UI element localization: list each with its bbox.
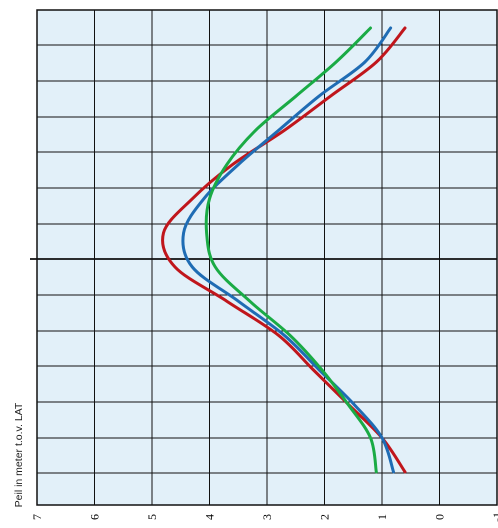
value-axis-ticks: 7 6 5 4 3 2 1 0 -1 [30, 512, 498, 522]
tick-label: 6 [88, 514, 102, 520]
tick-label: -1 [490, 512, 498, 522]
tick-label: 5 [145, 514, 159, 520]
series-line-3 [204, 26, 378, 474]
y-axis-label: Peil in meter t.o.v. LAT [13, 402, 25, 507]
tick-label: 2 [318, 514, 332, 520]
grid [30, 9, 497, 505]
tick-label: 1 [375, 514, 389, 520]
series-lines [161, 26, 407, 474]
tick-label: 3 [260, 514, 274, 520]
tick-label: 7 [30, 514, 44, 520]
tick-label: 4 [203, 514, 217, 520]
tick-label: 0 [433, 514, 447, 520]
series-line-2 [181, 26, 395, 474]
